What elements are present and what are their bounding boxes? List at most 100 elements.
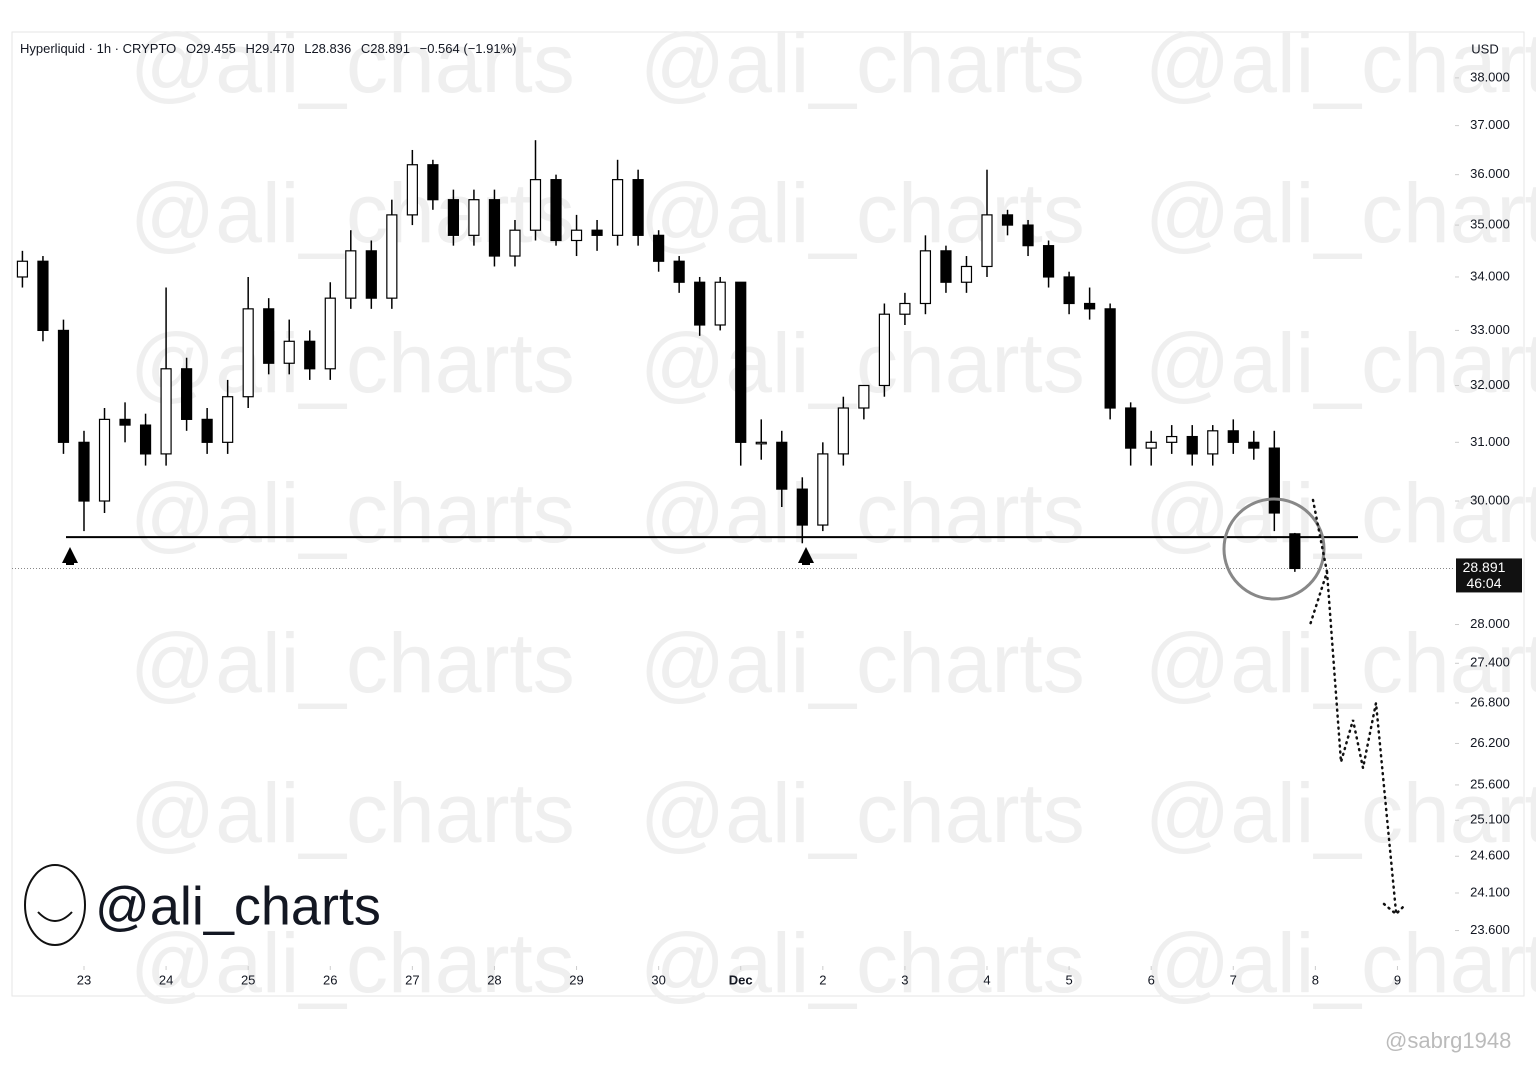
countdown: 46:04 (1466, 575, 1501, 591)
watermark: @ali_charts (640, 916, 1085, 1010)
candle-body (796, 488, 808, 526)
projection-arrowhead (1382, 902, 1408, 916)
candle-body (1104, 308, 1116, 409)
candle-body (119, 418, 131, 426)
low-text: L28.836 (304, 41, 351, 56)
watermark: @ali_charts (640, 766, 1085, 860)
projection (1308, 498, 1408, 916)
header: Hyperliquid · 1h · CRYPTO O29.455 H29.47… (20, 41, 516, 56)
x-tick-label: 4 (983, 972, 990, 987)
logo-text: @ali_charts (95, 876, 381, 936)
candle-body (1022, 224, 1034, 247)
candle-body (57, 329, 70, 443)
logo-smile (37, 911, 73, 922)
watermark: @ali_charts (130, 466, 575, 560)
candle-body (139, 424, 152, 455)
watermark: @ali_charts (1145, 466, 1536, 560)
candle-body (817, 453, 829, 526)
y-tick-label: 25.100 (1470, 812, 1510, 827)
y-tick-label: 33.000 (1470, 322, 1510, 337)
candle-body (1186, 435, 1198, 455)
y-tick-label: 38.000 (1470, 69, 1510, 84)
candle-body (1248, 441, 1260, 449)
watermark: @ali_charts (640, 466, 1085, 560)
candle-body (776, 441, 788, 490)
y-tick-label: 34.000 (1470, 268, 1510, 283)
candle-body (1289, 533, 1301, 570)
y-tick-label: 23.600 (1470, 922, 1510, 937)
logo: @ali_charts (24, 864, 381, 946)
watermark: @ali_charts (130, 316, 575, 410)
candle-body (242, 308, 254, 398)
candle-body (981, 214, 993, 268)
price-label-box (1456, 558, 1522, 593)
y-tick-label: 35.000 (1470, 217, 1510, 232)
x-tick-label: 6 (1148, 972, 1155, 987)
high-text: H29.470 (245, 41, 294, 56)
candle-body (1125, 407, 1137, 449)
candle-body (78, 441, 90, 502)
y-tick-label: 24.600 (1470, 848, 1510, 863)
highlight-circle (1222, 497, 1326, 601)
watermark: @ali_charts (640, 616, 1085, 710)
candle-body (447, 199, 460, 236)
candle-body (919, 250, 932, 305)
candle-body (1042, 245, 1055, 278)
y-tick-label: 37.000 (1470, 117, 1510, 132)
candle-body (1227, 430, 1239, 443)
x-tick-label: 2 (819, 972, 826, 987)
watermark: @ali_charts (640, 166, 1085, 260)
symbol: Hyperliquid · 1h · CRYPTO (20, 41, 176, 56)
x-tick-label: 8 (1312, 972, 1319, 987)
y-tick-label: 26.800 (1470, 694, 1510, 709)
logo-face (24, 864, 86, 946)
x-tick-label: Dec (729, 972, 753, 987)
plot: 38.000 37.000 36.000 35.000 34.000 33.000 32.0… (12, 69, 1522, 987)
change-text: −0.564 (−1.91%) (420, 41, 517, 56)
arrow-stem (66, 555, 74, 565)
candle-body (263, 308, 275, 364)
candle-body (1268, 447, 1280, 514)
watermark: @ali_charts (1145, 616, 1536, 710)
candle-body (1001, 214, 1014, 226)
candle-body (98, 418, 111, 502)
candle-body (591, 229, 603, 236)
watermark: @ali_charts (1145, 16, 1536, 110)
candle-body (940, 250, 952, 283)
y-tick-label: 28.000 (1470, 616, 1510, 631)
candle-body (509, 229, 521, 257)
candle-body (468, 199, 480, 236)
candle-body (1207, 430, 1219, 455)
projection-path (1325, 570, 1398, 914)
y-tick-label: 25.600 (1470, 776, 1510, 791)
candle-body (632, 179, 644, 236)
candle-body (16, 260, 29, 278)
candle-body (1084, 302, 1096, 310)
candle-body (304, 340, 316, 370)
candle-body (345, 250, 357, 299)
x-tick-label: 23 (77, 972, 91, 987)
candle-body (858, 384, 870, 409)
x-tick-label: 5 (1065, 972, 1072, 987)
x-tick-label: 9 (1394, 972, 1401, 987)
candle-body (386, 214, 398, 299)
watermark: @ali_charts (1145, 166, 1536, 260)
x-tick-label: 28 (487, 972, 501, 987)
watermark: @ali_charts (130, 16, 575, 110)
candle-body (755, 441, 767, 445)
x-tick-label: 3 (901, 972, 908, 987)
candle-body (694, 281, 706, 326)
y-tick-label: 26.200 (1470, 735, 1510, 750)
candle-body (653, 234, 665, 262)
candle-body (570, 229, 583, 242)
candle-body (37, 260, 49, 332)
x-tick-label: 25 (241, 972, 255, 987)
currency: USD (1471, 41, 1498, 56)
watermark: @ali_charts (130, 616, 575, 710)
watermark: @ali_charts (1145, 916, 1536, 1010)
candle-body (1063, 276, 1075, 305)
y-tick-label: 31.000 (1470, 434, 1510, 449)
candle-body (550, 179, 562, 242)
